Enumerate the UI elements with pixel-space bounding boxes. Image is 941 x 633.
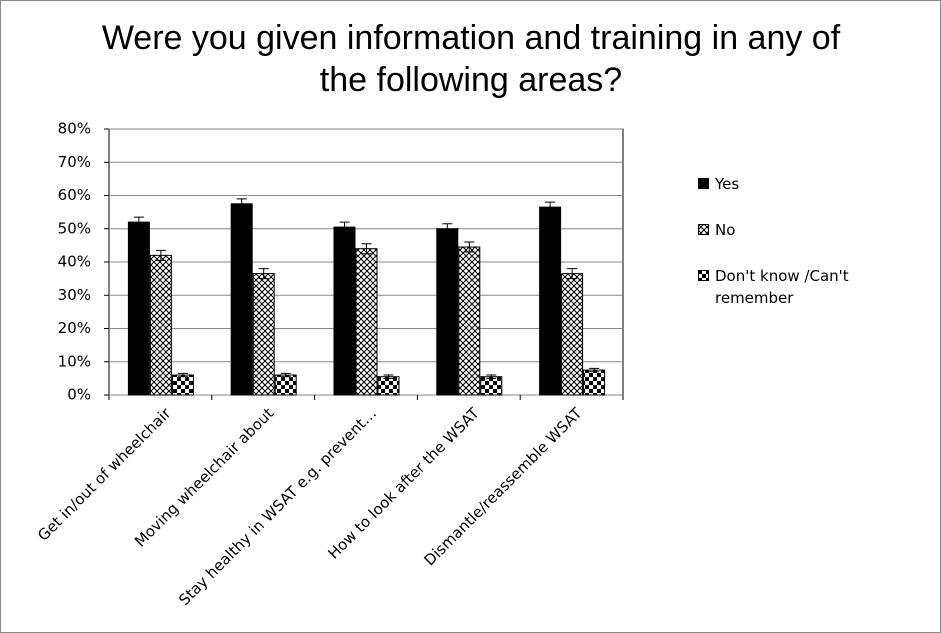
error-bar	[589, 367, 600, 373]
legend: Yes No Don't know /Can't remember	[698, 173, 898, 333]
bar	[127, 221, 150, 396]
bar	[252, 273, 275, 396]
legend-item: Don't know /Can't remember	[698, 265, 898, 309]
legend-swatch-fill	[698, 224, 709, 235]
y-tick-label: 50%	[58, 219, 91, 237]
error-bar	[258, 268, 269, 280]
error-bar	[464, 241, 475, 253]
legend-label: Don't know /Can't remember	[715, 267, 849, 307]
bar	[539, 206, 562, 396]
legend-label: Yes	[715, 175, 740, 193]
error-bar	[545, 201, 556, 213]
bar	[149, 254, 172, 396]
error-bar	[383, 374, 394, 379]
bar	[333, 226, 356, 396]
y-tick-label: 40%	[58, 253, 91, 271]
legend-swatch	[698, 224, 709, 235]
error-bar	[133, 216, 144, 228]
bar	[583, 369, 606, 396]
bar	[230, 203, 253, 396]
error-bar	[486, 374, 497, 379]
error-bar	[155, 249, 166, 261]
error-bar	[177, 372, 188, 378]
legend-swatch-fill	[698, 178, 709, 189]
chart-title: Were you given information and training …	[101, 19, 841, 99]
y-tick-label: 80%	[58, 120, 91, 138]
bar	[377, 376, 400, 396]
error-bar	[236, 198, 247, 210]
bar	[480, 376, 503, 396]
bar	[355, 248, 378, 396]
y-tick-label: 30%	[58, 286, 91, 304]
legend-item: Yes	[698, 173, 898, 195]
x-tick-label: Stay healthy in WSAT e.g. prevent…	[175, 404, 380, 609]
error-bar	[361, 243, 372, 255]
error-bar	[280, 372, 291, 378]
legend-swatch	[698, 270, 709, 281]
legend-swatch	[698, 178, 709, 189]
y-tick-label: 60%	[58, 186, 91, 204]
y-tick-label: 0%	[67, 386, 91, 404]
error-bar	[339, 221, 350, 233]
bar	[436, 228, 459, 396]
bar	[274, 374, 297, 396]
legend-swatch-fill	[698, 270, 709, 281]
bar	[561, 273, 584, 396]
error-bar	[442, 223, 453, 235]
error-bar	[567, 268, 578, 280]
y-tick-label: 10%	[58, 352, 91, 370]
y-tick-label: 70%	[58, 153, 91, 171]
bar	[171, 374, 194, 396]
legend-item: No	[698, 219, 898, 241]
y-tick-label: 20%	[58, 319, 91, 337]
bar	[458, 246, 481, 396]
legend-label: No	[715, 221, 736, 239]
